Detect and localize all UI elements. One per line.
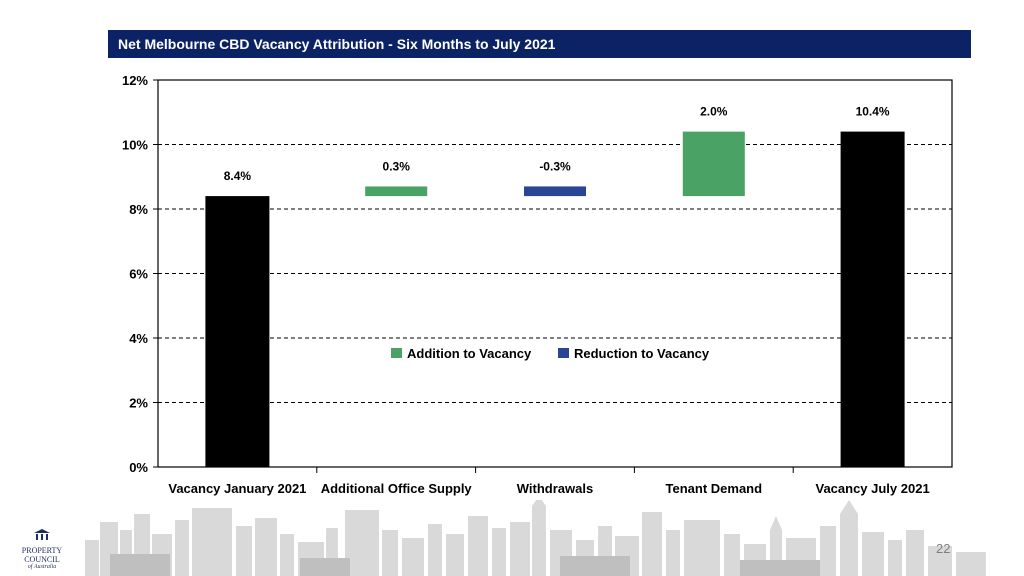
y-tick-label: 0% (129, 460, 148, 475)
bar-addition (682, 131, 745, 197)
city-skyline-decoration (85, 500, 986, 576)
bar-reduction (524, 186, 586, 197)
y-tick-label: 2% (129, 396, 148, 411)
bar-total (205, 196, 270, 467)
legend-label: Addition to Vacancy (407, 346, 532, 361)
y-tick-label: 8% (129, 202, 148, 217)
bar-data-label: 0.3% (383, 159, 411, 173)
x-category-label: Tenant Demand (666, 481, 763, 496)
x-category-label: Additional Office Supply (321, 481, 473, 496)
legend-swatch (391, 348, 402, 358)
bar-data-label: 8.4% (224, 169, 252, 183)
page-number: 22 (936, 541, 951, 556)
waterfall-chart: 0% 2% 4% 6% 8% 10% 12% Vacancy January 2021 8.4%… (122, 73, 953, 496)
bar-total (840, 131, 905, 467)
logo-line-2: COUNCIL (24, 555, 60, 564)
chart-title-bar: Net Melbourne CBD Vacancy Attribution - … (108, 30, 971, 58)
property-council-logo: PROPERTY COUNCIL of Australia (14, 528, 70, 572)
bar-data-label: 10.4% (856, 105, 890, 119)
x-category-label: Vacancy July 2021 (815, 481, 929, 496)
y-tick-label: 12% (122, 73, 148, 88)
y-tick-label: 4% (129, 331, 148, 346)
legend-label: Reduction to Vacancy (574, 346, 710, 361)
y-tick-label: 6% (129, 267, 148, 282)
logo-line-1: PROPERTY (21, 546, 63, 555)
bar-addition (365, 186, 428, 197)
bar-data-label: -0.3% (539, 159, 571, 173)
x-category-label: Withdrawals (517, 481, 593, 496)
building-logo-icon (34, 529, 50, 540)
bar-data-label: 2.0% (700, 105, 728, 119)
x-category-label: Vacancy January 2021 (168, 481, 306, 496)
chart-title: Net Melbourne CBD Vacancy Attribution - … (118, 36, 556, 52)
legend-swatch (558, 348, 569, 358)
y-tick-label: 10% (122, 138, 148, 153)
logo-line-3: of Australia (27, 564, 57, 570)
